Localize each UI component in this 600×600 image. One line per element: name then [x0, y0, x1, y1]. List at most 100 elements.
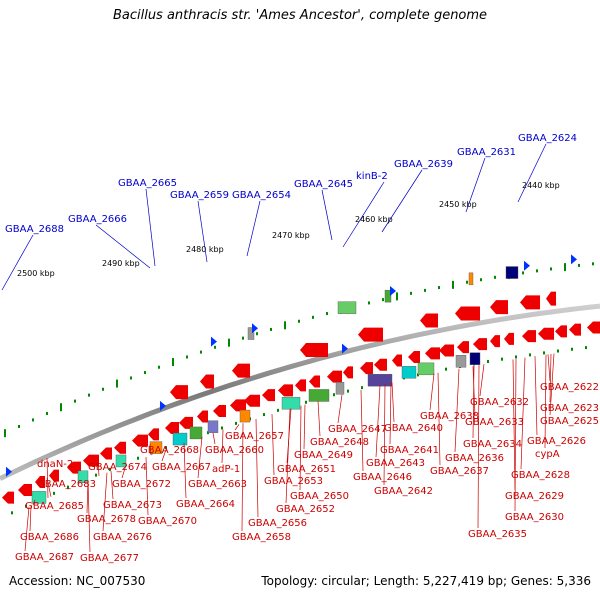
reverse-label-line: [479, 364, 485, 397]
gene-feature-box: [367, 373, 393, 387]
inner-tick: [487, 360, 489, 364]
reverse-gene-arrow: [165, 421, 179, 434]
kbp-label: 2450 kbp: [439, 200, 477, 209]
forward-gene-label: GBAA_2639: [394, 159, 453, 170]
reverse-label-line: [149, 443, 152, 456]
inner-tick: [137, 456, 139, 460]
reverse-label-line: [241, 423, 244, 532]
reverse-gene-arrow: [490, 335, 500, 348]
reverse-label-line: [317, 400, 321, 437]
forward-gene-label: GBAA_2631: [457, 147, 516, 158]
reverse-label-line: [183, 443, 187, 499]
gene-feature-box: [468, 272, 474, 286]
forward-label-line: [517, 143, 547, 203]
outer-tick: [130, 376, 132, 380]
reverse-label-line: [454, 368, 460, 453]
inner-tick: [529, 353, 531, 357]
outer-tick: [116, 379, 118, 388]
outer-tick: [102, 387, 104, 391]
inner-tick: [585, 346, 587, 350]
reverse-label-line: [360, 389, 364, 472]
reverse-gene-label: GBAA_2636: [445, 453, 504, 464]
gene-feature-box: [207, 420, 219, 433]
reverse-gene-arrow: [2, 491, 14, 504]
reverse-label-line: [285, 408, 291, 504]
reverse-label-line: [520, 357, 526, 470]
gene-feature-box: [281, 396, 301, 410]
reverse-gene-arrow: [504, 332, 514, 345]
outer-tick: [522, 271, 524, 275]
reverse-gene-arrow: [18, 483, 32, 496]
reverse-label-line: [271, 414, 275, 476]
forward-gene-arrow: [160, 400, 166, 411]
gene-feature-box: [384, 289, 392, 303]
reverse-gene-arrow: [35, 475, 45, 488]
reverse-gene-label: GBAA_2660: [205, 445, 264, 456]
forward-gene-arrow: [252, 323, 258, 334]
reverse-label-line: [303, 404, 306, 450]
reverse-gene-label: GBAA_2676: [93, 532, 152, 543]
reverse-label-line: [549, 353, 555, 416]
outer-tick: [592, 262, 594, 266]
outer-tick: [410, 291, 412, 295]
reverse-gene-arrow: [148, 428, 159, 441]
outer-tick: [438, 286, 440, 290]
reverse-label-line: [549, 353, 552, 403]
inner-tick: [263, 413, 265, 417]
reverse-gene-block: [520, 295, 540, 310]
reverse-label-line: [429, 373, 435, 411]
reverse-gene-arrow: [587, 321, 600, 334]
reverse-label-line: [121, 464, 127, 479]
reverse-label-line: [145, 457, 149, 516]
inner-tick: [235, 421, 237, 425]
gene-feature-box: [239, 409, 251, 423]
reverse-gene-arrow: [262, 389, 275, 402]
reverse-gene-arrow: [100, 447, 112, 460]
kbp-label: 2500 kbp: [17, 269, 55, 278]
reverse-gene-arrow: [439, 344, 454, 357]
reverse-gene-label: GBAA_2657: [225, 431, 284, 442]
reverse-gene-label: GBAA_2685: [25, 501, 84, 512]
reverse-gene-arrow: [343, 366, 353, 379]
reverse-label-line: [87, 480, 91, 553]
forward-gene-arrow: [211, 336, 217, 347]
inner-tick: [305, 400, 307, 404]
outer-tick: [298, 319, 300, 323]
reverse-label-line: [391, 382, 395, 423]
inner-tick: [165, 446, 167, 450]
reverse-label-line: [389, 382, 392, 445]
reverse-gene-label: GBAA_2650: [290, 491, 349, 502]
gene-feature-box: [31, 491, 47, 504]
outer-tick: [144, 371, 146, 375]
forward-gene-arrow: [524, 260, 530, 271]
forward-label-line: [197, 200, 208, 263]
reverse-gene-label: GBAA_2663: [188, 479, 247, 490]
reverse-gene-label: GBAA_2626: [527, 436, 586, 447]
forward-gene-arrow: [342, 343, 348, 354]
outer-tick: [46, 412, 48, 416]
map-title: Bacillus anthracis str. 'Ames Ancestor',…: [112, 8, 488, 23]
reverse-gene-label: GBAA_2674: [88, 462, 147, 473]
reverse-gene-block: [455, 306, 480, 321]
reverse-gene-label: GBAA_2668: [140, 445, 199, 456]
gene-feature-box: [77, 470, 89, 484]
outer-tick: [242, 336, 244, 340]
reverse-label-line: [102, 472, 108, 532]
reverse-gene-arrow: [197, 410, 208, 423]
reverse-label-line: [547, 354, 551, 382]
outer-tick: [228, 338, 230, 347]
outer-tick: [74, 399, 76, 403]
gene-feature-box: [308, 389, 330, 402]
reverse-gene-arrow: [114, 441, 126, 454]
outer-tick: [214, 345, 216, 349]
reverse-label-line: [383, 384, 386, 486]
reverse-gene-label: GBAA_2643: [366, 458, 425, 469]
reverse-gene-label: GBAA_2640: [384, 423, 443, 434]
reverse-label-line: [534, 356, 538, 436]
inner-tick: [333, 393, 335, 397]
reverse-gene-label: GBAA_2649: [294, 450, 353, 461]
summary-text: Topology: circular; Length: 5,227,419 bp…: [261, 574, 591, 588]
outer-tick: [368, 301, 370, 305]
kbp-label: 2470 kbp: [272, 231, 310, 240]
